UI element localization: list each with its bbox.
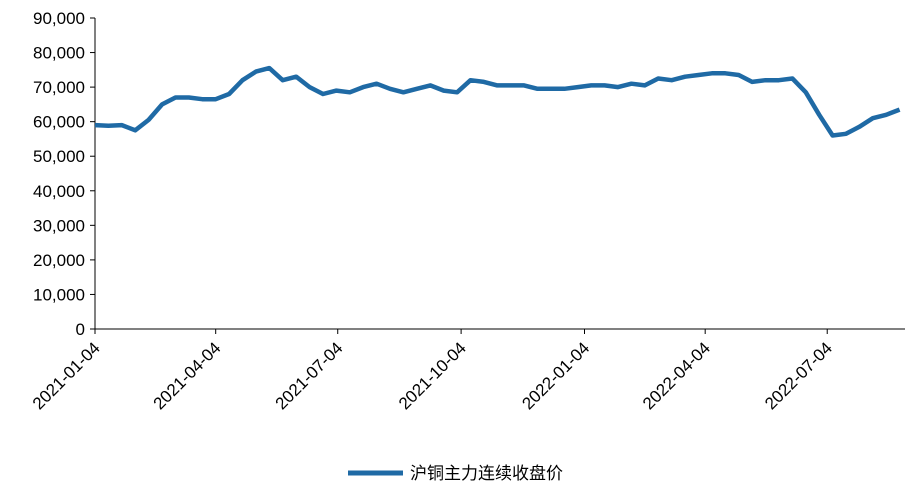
x-tick-label: 2021-04-04 (150, 338, 225, 413)
y-tick-label: 50,000 (33, 147, 85, 166)
x-tick-label: 2022-01-04 (518, 338, 593, 413)
x-tick-label: 2021-07-04 (272, 338, 347, 413)
y-tick-label: 40,000 (33, 182, 85, 201)
legend-label: 沪铜主力连续收盘价 (410, 464, 563, 483)
x-tick-label: 2022-04-04 (639, 338, 714, 413)
x-tick-label: 2021-10-04 (395, 338, 470, 413)
y-tick-label: 30,000 (33, 216, 85, 235)
y-tick-label: 10,000 (33, 285, 85, 304)
x-tick-label: 2022-07-04 (761, 338, 836, 413)
line-series (94, 65, 901, 138)
y-tick-label: 60,000 (33, 113, 85, 132)
y-tick-label: 90,000 (33, 9, 85, 28)
y-tick-label: 80,000 (33, 44, 85, 63)
y-tick-label: 20,000 (33, 251, 85, 270)
y-tick-label: 70,000 (33, 78, 85, 97)
y-tick-label: 0 (76, 320, 85, 339)
x-tick-label: 2021-01-04 (29, 338, 104, 413)
